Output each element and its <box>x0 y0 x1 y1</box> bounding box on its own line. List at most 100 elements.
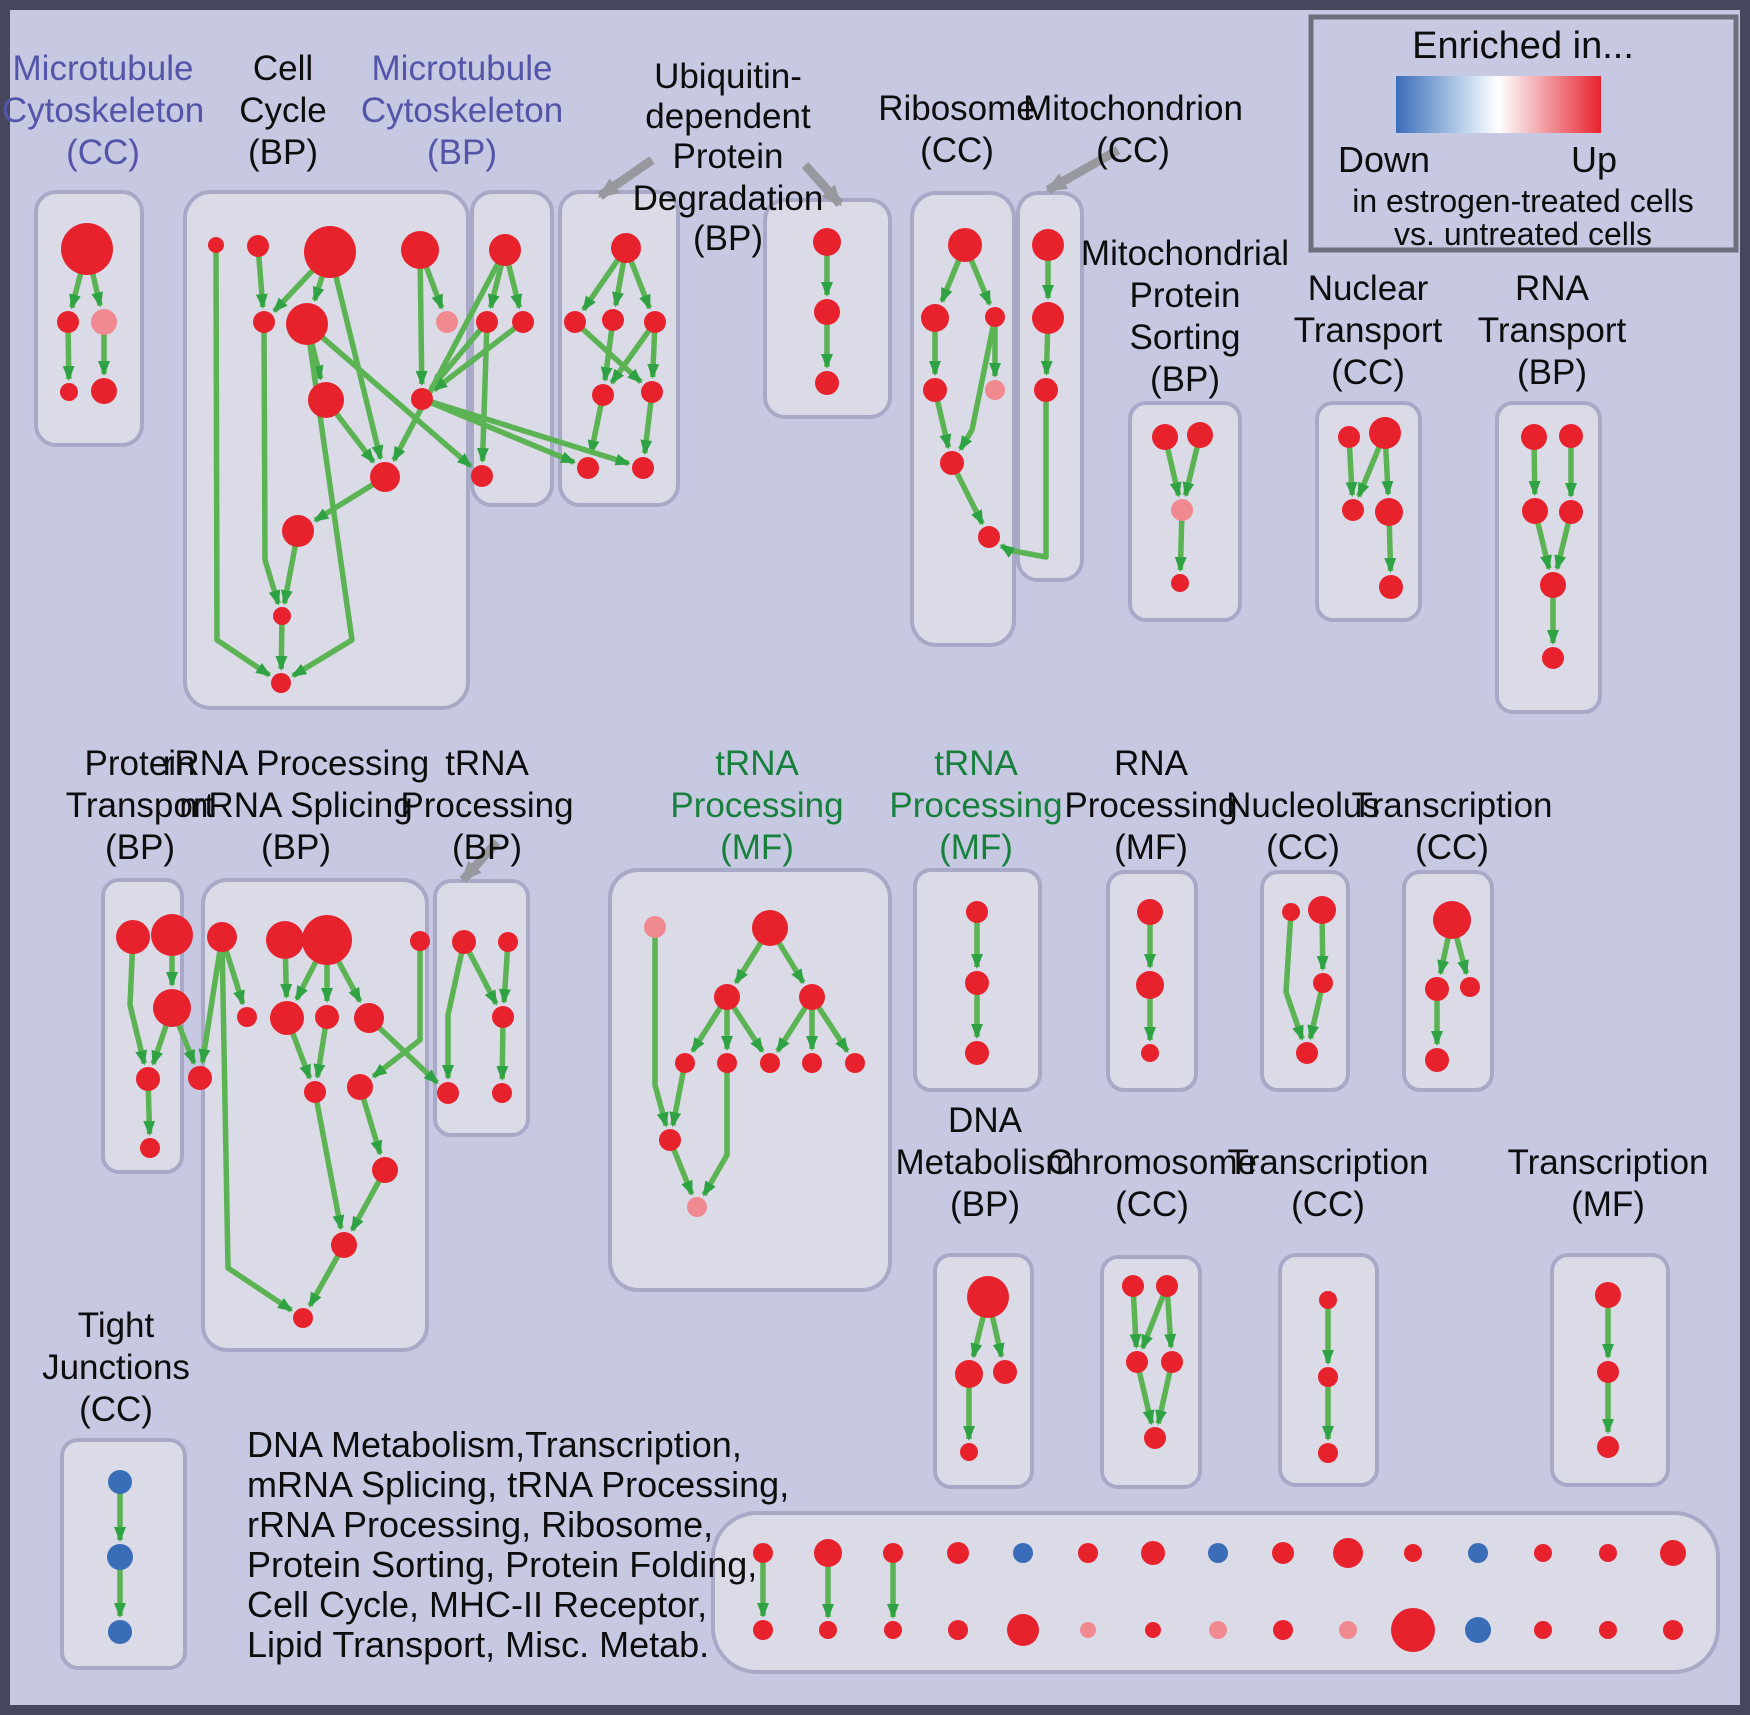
trna-mf-label-2-line-1: Processing <box>889 786 1062 825</box>
node-mc2 <box>57 311 79 333</box>
ubiquitin-label-line-1: dependent <box>645 97 811 136</box>
node-bb13 <box>1599 1621 1617 1639</box>
mito-sorting-label-line-1: Protein <box>1130 276 1241 315</box>
trna-mf-label-1-line-0: tRNA <box>715 744 799 783</box>
cluster-dna-metabolism-box <box>933 1253 1034 1489</box>
node-d1 <box>967 1276 1009 1318</box>
nuclear-transport-label-line-2: (CC) <box>1331 353 1405 392</box>
transcription-mf-label-line-1: (MF) <box>1571 1185 1645 1224</box>
node-h4 <box>1161 1351 1183 1373</box>
node-v2 <box>814 299 840 325</box>
edge-rr9-rr12 <box>312 1091 345 1231</box>
node-q2 <box>1136 971 1164 999</box>
node-n4 <box>1375 498 1403 526</box>
node-r5 <box>985 380 1005 400</box>
legend-subtitle-2: vs. untreated cells <box>1394 216 1652 252</box>
node-pt5 <box>140 1138 160 1158</box>
mitochondrion-arrow <box>1045 146 1121 194</box>
edge-rr8-tb4 <box>367 1016 440 1085</box>
node-a5 <box>253 311 275 333</box>
node-o3 <box>1313 973 1333 993</box>
edge-a6-a13 <box>291 323 355 679</box>
edge-a5-a12 <box>261 321 281 606</box>
cluster-trna-mf-box-1 <box>608 868 892 1292</box>
node-rr11 <box>372 1157 398 1183</box>
node-g7 <box>760 1053 780 1073</box>
node-t6 <box>1542 647 1564 669</box>
node-s3 <box>965 1041 989 1065</box>
node-x3 <box>1460 977 1480 997</box>
ubiquitin-label-line-4: (BP) <box>693 219 763 258</box>
ubiquitin-label-line-0: Ubiquitin- <box>654 57 802 96</box>
node-bb12 <box>1534 1621 1552 1639</box>
edge-b2-b4 <box>476 321 490 464</box>
cluster-chromosome-box <box>1100 1255 1202 1489</box>
legend-gradient-bar <box>1396 76 1601 133</box>
node-x2 <box>1425 977 1449 1001</box>
node-b3 <box>512 311 534 333</box>
nucleolus-label-line-1: (CC) <box>1266 828 1340 867</box>
trna-mf-label-1-line-1: Processing <box>670 786 843 825</box>
node-tb1 <box>452 930 476 954</box>
node-bb0 <box>753 1620 773 1640</box>
node-p4 <box>1171 574 1189 592</box>
rrna-mrna-label-line-2: (BP) <box>261 828 331 867</box>
node-u3 <box>602 309 624 331</box>
mitochondrion-label-line-1: (CC) <box>1096 131 1170 170</box>
node-z1 <box>1595 1282 1621 1308</box>
node-rr7 <box>315 1005 339 1029</box>
rna-transport-label-line-1: Transport <box>1478 311 1627 350</box>
microtubule-bp-label-line-2: (BP) <box>427 133 497 172</box>
node-bb2 <box>884 1621 902 1639</box>
edge-m3-r7 <box>999 390 1049 560</box>
trna-bp-arrow <box>459 838 501 884</box>
node-bb9 <box>1339 1621 1357 1639</box>
node-a11 <box>282 515 314 547</box>
node-r4 <box>923 378 947 402</box>
node-r7 <box>978 526 1000 548</box>
summary-text-line-1: mRNA Splicing, tRNA Processing, <box>247 1464 789 1505</box>
node-u8 <box>632 457 654 479</box>
node-j1 <box>108 1470 132 1494</box>
node-bb14 <box>1663 1620 1683 1640</box>
node-bt5 <box>1078 1543 1098 1563</box>
node-bb1 <box>819 1621 837 1639</box>
node-q3 <box>1141 1044 1159 1062</box>
node-bb11 <box>1465 1617 1491 1643</box>
node-d3 <box>993 1360 1017 1384</box>
transcription-cc-label-2-line-1: (CC) <box>1291 1185 1365 1224</box>
node-rr12 <box>331 1232 357 1258</box>
node-o2 <box>1308 896 1336 924</box>
node-b4 <box>471 465 493 487</box>
node-bt0 <box>753 1543 773 1563</box>
edge-a3-a10 <box>327 251 384 461</box>
node-a10 <box>370 462 400 492</box>
dna-metabolism-label-line-0: DNA <box>948 1101 1023 1140</box>
node-bt7 <box>1208 1543 1228 1563</box>
summary-text-line-4: Cell Cycle, MHC-II Receptor, <box>247 1584 707 1625</box>
node-rr13 <box>293 1308 313 1328</box>
node-t3 <box>1522 498 1548 524</box>
summary-text-line-5: Lipid Transport, Misc. Metab. <box>247 1624 709 1665</box>
node-j3 <box>108 1620 132 1644</box>
rrna-mrna-label-line-0: rRNA Processing <box>163 744 429 783</box>
node-a9 <box>411 388 433 410</box>
node-n1 <box>1338 426 1360 448</box>
trna-bp-label-line-2: (BP) <box>452 828 522 867</box>
node-u5 <box>592 384 614 406</box>
tight-junctions-label-line-0: Tight <box>78 1306 155 1345</box>
edge-u2-u6 <box>573 319 643 384</box>
node-pt4 <box>136 1067 160 1091</box>
node-t4 <box>1559 500 1583 524</box>
node-r3 <box>985 307 1005 327</box>
summary-text-line-2: rRNA Processing, Ribosome, <box>247 1504 713 1545</box>
node-j2 <box>107 1544 133 1570</box>
node-p2 <box>1187 422 1213 448</box>
dna-metabolism-label-line-1: Metabolism <box>896 1143 1075 1182</box>
node-a1 <box>208 237 224 253</box>
node-bt11 <box>1468 1543 1488 1563</box>
node-y2 <box>1318 1367 1338 1387</box>
protein-transport-label-line-1: Transport <box>66 786 215 825</box>
node-bt14 <box>1660 1540 1686 1566</box>
